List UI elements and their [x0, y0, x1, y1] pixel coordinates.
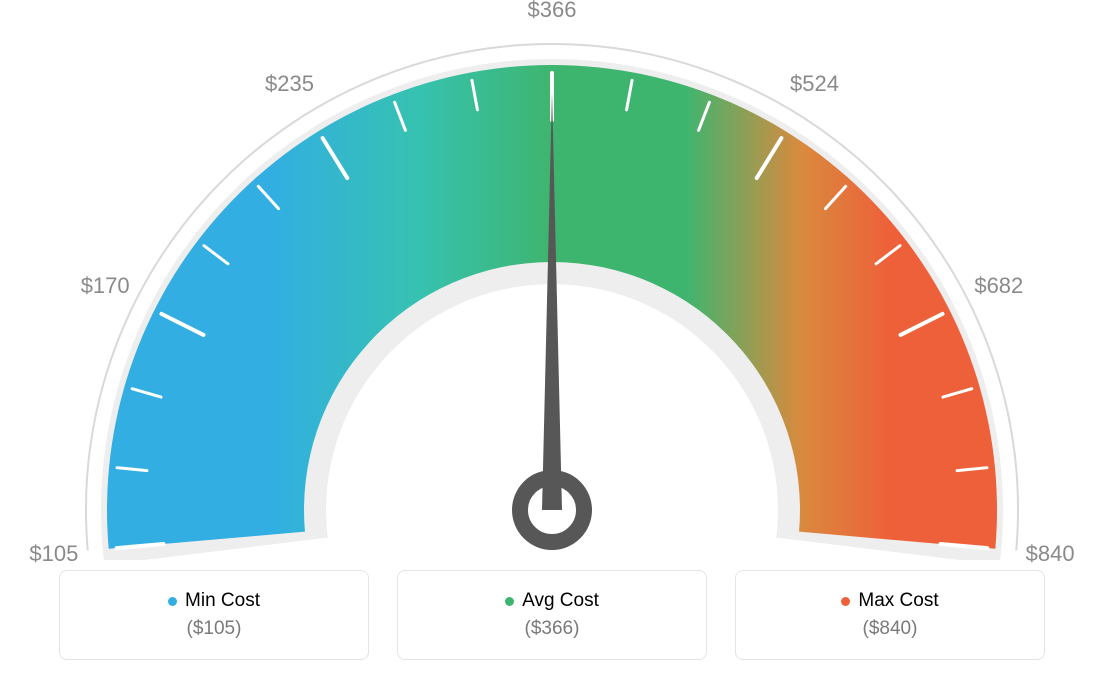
legend-card-avg: Avg Cost ($366): [397, 570, 707, 660]
gauge-tick-label: $235: [265, 71, 314, 97]
gauge-tick-label: $840: [1026, 541, 1075, 567]
legend-value-min: ($105): [187, 618, 242, 640]
gauge-tick-label: $105: [29, 541, 78, 567]
legend-card-min: Min Cost ($105): [59, 570, 369, 660]
dot-icon: [505, 597, 514, 606]
legend-value-max: ($840): [863, 618, 918, 640]
gauge-tick-label: $366: [528, 0, 577, 23]
gauge-tick-label: $682: [974, 273, 1023, 299]
legend-card-max: Max Cost ($840): [735, 570, 1045, 660]
dot-icon: [841, 597, 850, 606]
legend-title-avg: Avg Cost: [505, 590, 599, 612]
gauge-chart: $105$170$235$366$524$682$840: [0, 0, 1104, 560]
gauge-tick-label: $170: [81, 273, 130, 299]
legend-label-max: Max Cost: [858, 590, 938, 612]
legend-title-min: Min Cost: [168, 590, 260, 612]
legend-label-avg: Avg Cost: [522, 590, 599, 612]
legend-label-min: Min Cost: [185, 590, 260, 612]
cost-gauge-container: $105 $170 $235 $366 $524 $682 $840 Min Cost ($…: [0, 0, 1104, 690]
legend-value-avg: ($366): [525, 618, 580, 640]
legend-title-max: Max Cost: [841, 590, 938, 612]
gauge-tick-label: $524: [790, 71, 839, 97]
legend-row: Min Cost ($105) Avg Cost ($366) Max Cost…: [0, 570, 1104, 660]
dot-icon: [168, 597, 177, 606]
